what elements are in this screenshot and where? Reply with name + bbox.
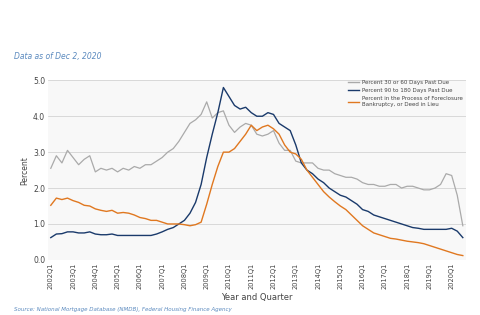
Text: U.S. NATIONAL MORTGAGE PERFORMANCE STATISTICS: U.S. NATIONAL MORTGAGE PERFORMANCE STATI…	[21, 20, 340, 29]
X-axis label: Year and Quarter: Year and Quarter	[221, 293, 292, 302]
Legend: Percent 30 or 60 Days Past Due, Percent 90 to 180 Days Past Due, Percent in the : Percent 30 or 60 Days Past Due, Percent …	[348, 79, 463, 107]
Y-axis label: Percent: Percent	[20, 156, 29, 185]
Text: Data as of Dec 2, 2020: Data as of Dec 2, 2020	[14, 52, 102, 61]
Text: Source: National Mortgage Database (NMDB), Federal Housing Finance Agency: Source: National Mortgage Database (NMDB…	[14, 307, 232, 312]
